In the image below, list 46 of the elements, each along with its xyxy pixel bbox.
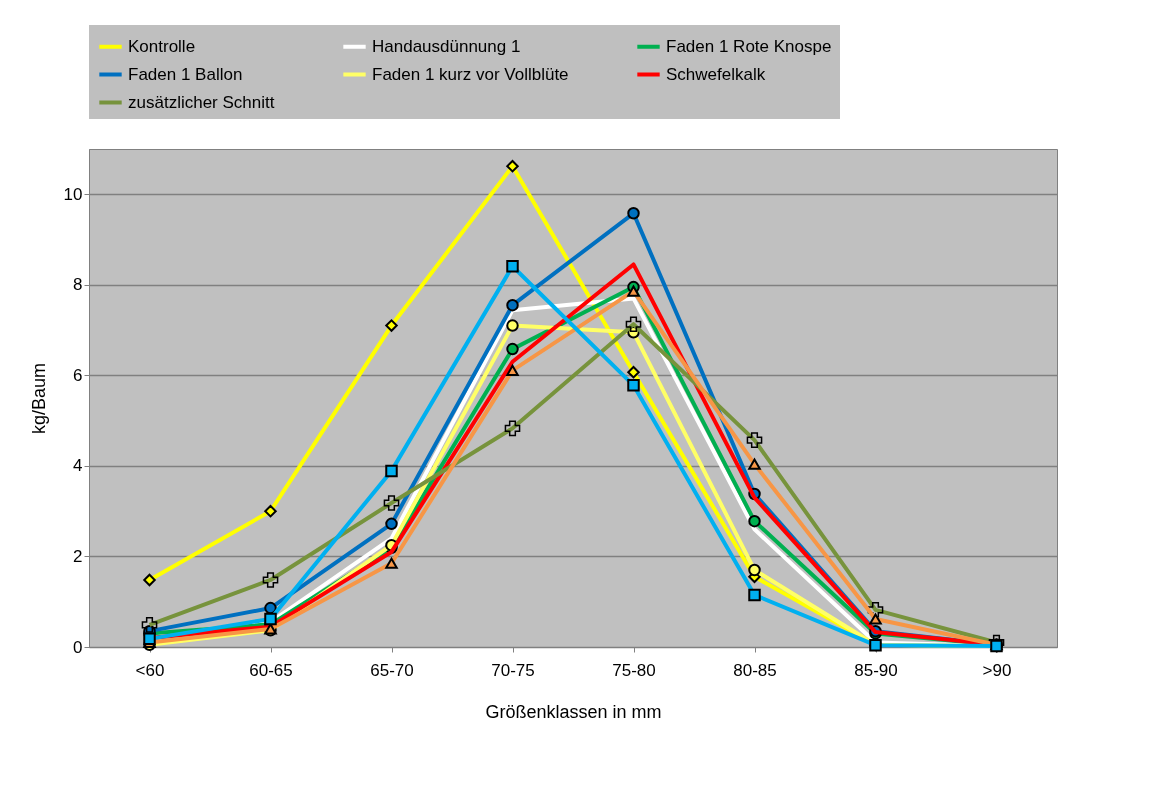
point	[506, 364, 519, 376]
point	[385, 319, 398, 332]
x-tick-label: 75-80	[612, 660, 656, 680]
y-tick-label: 0	[73, 637, 83, 657]
legend-label: Kontrolle	[128, 36, 196, 56]
x-tick-label: 80-85	[733, 660, 777, 680]
point	[264, 612, 277, 626]
legend-label: Faden 1 Rote Knospe	[666, 36, 832, 56]
point	[385, 464, 398, 478]
y-tick-label: 2	[73, 546, 83, 566]
point	[627, 379, 640, 392]
point	[506, 159, 519, 173]
point	[264, 504, 277, 518]
x-tick-label: 85-90	[854, 660, 898, 680]
point	[143, 573, 156, 587]
x-tick-label: 70-75	[491, 660, 535, 680]
point	[627, 285, 640, 297]
point	[748, 563, 761, 577]
point	[506, 319, 519, 332]
point	[506, 260, 519, 273]
x-tick-label: <60	[135, 660, 165, 680]
point	[869, 613, 882, 625]
x-tick-label: >90	[982, 660, 1012, 680]
legend-label: Faden 1 kurz vor Vollblüte	[372, 64, 569, 84]
point	[385, 517, 398, 531]
point	[748, 514, 761, 528]
legend-label: Schwefelkalk	[666, 64, 766, 84]
y-tick-label: 6	[73, 365, 83, 385]
legend-label: zusätzlicher Schnitt	[128, 92, 275, 112]
legend-label: Handausdünnung 1	[372, 36, 521, 56]
point	[627, 365, 640, 379]
point	[385, 557, 398, 569]
point	[506, 298, 519, 312]
x-tick-label: 60-65	[249, 660, 293, 680]
y-tick-label: 4	[73, 456, 83, 476]
point	[506, 342, 519, 356]
y-axis-title: kg/Baum	[28, 362, 49, 435]
y-tick-label: 8	[73, 275, 83, 295]
point	[748, 588, 761, 602]
point	[627, 207, 640, 220]
point	[264, 601, 277, 615]
legend-label: Faden 1 Ballon	[128, 64, 243, 84]
x-axis-title: Größenklassen in mm	[485, 701, 662, 722]
x-tick-label: 65-70	[370, 660, 414, 680]
y-tick-label: 10	[63, 184, 83, 204]
point	[748, 458, 761, 470]
